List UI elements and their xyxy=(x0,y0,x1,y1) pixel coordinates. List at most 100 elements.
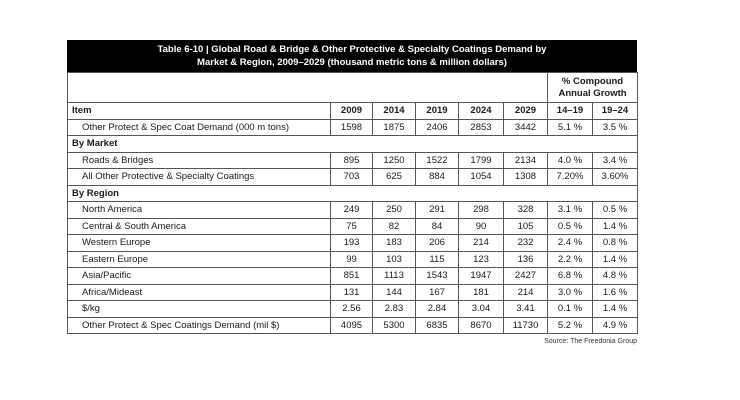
row-value: 1113 xyxy=(372,267,416,285)
row-value: 5.2 % xyxy=(547,316,593,334)
row-value: 3.41 xyxy=(503,300,548,318)
row-value: 4.0 % xyxy=(547,151,593,169)
row-value: 625 xyxy=(372,168,416,186)
table-body: Other Protect & Spec Coat Demand (000 m … xyxy=(66,118,639,334)
row-value: 214 xyxy=(458,234,504,252)
row-value: 1947 xyxy=(458,267,504,285)
row-value: 4.8 % xyxy=(591,267,639,285)
row-label: Other Protect & Spec Coatings Demand (mi… xyxy=(67,316,331,334)
table-title-line2: Market & Region, 2009–2029 (thousand met… xyxy=(197,57,507,68)
row-value: 703 xyxy=(330,168,373,186)
row-value: 232 xyxy=(503,234,548,252)
row-value: 1.6 % xyxy=(591,283,639,301)
row-label: Africa/Mideast xyxy=(67,283,331,301)
row-value: 6835 xyxy=(415,316,459,334)
table-row: Eastern Europe 99 103 115 123 136 2.2 % 1.4 % xyxy=(67,250,639,268)
row-value: 1543 xyxy=(415,267,459,285)
row-label: Asia/Pacific xyxy=(67,267,331,285)
row-value: 3.60% xyxy=(591,168,639,186)
row-value: 123 xyxy=(458,250,504,268)
row-value: 84 xyxy=(415,217,459,235)
table-row: All Other Protective & Specialty Coating… xyxy=(67,168,639,186)
row-value: 2.84 xyxy=(415,300,459,318)
col-header-2009: 2009 xyxy=(330,102,373,120)
row-value: 105 xyxy=(503,217,548,235)
row-value: 206 xyxy=(415,234,459,252)
coatings-demand-table: % Compound Annual Growth Item 2009 2014 … xyxy=(66,72,639,334)
row-value: 5.1 % xyxy=(547,118,593,136)
row-value: 2853 xyxy=(458,118,504,136)
col-header-2024: 2024 xyxy=(458,102,504,120)
row-value: 2427 xyxy=(503,267,548,285)
col-header-growth-19-24: 19–24 xyxy=(591,102,639,120)
header-row-cagr: % Compound Annual Growth xyxy=(67,72,639,103)
row-value: 298 xyxy=(458,201,504,219)
section-label: By Market xyxy=(66,135,639,153)
table-row: Roads & Bridges 895 1250 1522 1799 2134 4.0 % 3… xyxy=(67,151,639,169)
row-value: 8670 xyxy=(458,316,504,334)
row-value: 1799 xyxy=(458,151,504,169)
row-value: 2.83 xyxy=(372,300,416,318)
row-value: 1308 xyxy=(503,168,548,186)
row-value: 7.20% xyxy=(547,168,593,186)
row-value: 99 xyxy=(330,250,373,268)
table-row: Other Protect & Spec Coatings Demand (mi… xyxy=(67,316,639,334)
row-value: 1.4 % xyxy=(591,300,639,318)
row-value: 5300 xyxy=(372,316,416,334)
row-value: 1.4 % xyxy=(591,250,639,268)
source-note: Source: The Freedonia Group xyxy=(544,338,637,345)
row-value: 82 xyxy=(372,217,416,235)
row-label: Central & South America xyxy=(67,217,331,235)
row-value: 2.2 % xyxy=(547,250,593,268)
row-value: 0.5 % xyxy=(591,201,639,219)
row-label: Roads & Bridges xyxy=(67,151,331,169)
table-row: Africa/Mideast 131 144 167 181 214 3.0 % 1.6 % xyxy=(67,283,639,301)
row-value: 3.4 % xyxy=(591,151,639,169)
row-value: 193 xyxy=(330,234,373,252)
row-value: 90 xyxy=(458,217,504,235)
row-value: 181 xyxy=(458,283,504,301)
row-value: 1598 xyxy=(330,118,373,136)
col-header-growth-14-19: 14–19 xyxy=(547,102,593,120)
row-value: 4095 xyxy=(330,316,373,334)
row-value: 11730 xyxy=(503,316,548,334)
row-value: 0.5 % xyxy=(547,217,593,235)
row-value: 3.1 % xyxy=(547,201,593,219)
table-title-line1: Table 6-10 | Global Road & Bridge & Othe… xyxy=(157,44,547,55)
row-value: 328 xyxy=(503,201,548,219)
row-value: 851 xyxy=(330,267,373,285)
row-value: 144 xyxy=(372,283,416,301)
table-row: Western Europe 193 183 206 214 232 2.4 % 0.8 % xyxy=(67,234,639,252)
row-value: 103 xyxy=(372,250,416,268)
row-value: 1250 xyxy=(372,151,416,169)
row-value: 2.56 xyxy=(330,300,373,318)
table-title: Table 6-10 | Global Road & Bridge & Othe… xyxy=(67,40,637,72)
row-value: 291 xyxy=(415,201,459,219)
row-value: 115 xyxy=(415,250,459,268)
row-value: 136 xyxy=(503,250,548,268)
row-value: 0.1 % xyxy=(547,300,593,318)
row-label: $/kg xyxy=(67,300,331,318)
row-value: 1875 xyxy=(372,118,416,136)
row-value: 2.4 % xyxy=(547,234,593,252)
section-row: By Market xyxy=(66,135,639,153)
row-value: 1054 xyxy=(458,168,504,186)
row-value: 3.5 % xyxy=(591,118,639,136)
row-value: 0.8 % xyxy=(591,234,639,252)
row-value: 1.4 % xyxy=(591,217,639,235)
row-label: Western Europe xyxy=(67,234,331,252)
table-row: North America 249 250 291 298 328 3.1 % 0.5 % xyxy=(67,201,639,219)
row-value: 249 xyxy=(330,201,373,219)
cagr-header: % Compound Annual Growth xyxy=(546,72,639,103)
section-label: By Region xyxy=(66,184,639,202)
data-table-container: Table 6-10 | Global Road & Bridge & Othe… xyxy=(66,40,639,345)
section-row: By Region xyxy=(66,184,639,202)
row-value: 75 xyxy=(330,217,373,235)
row-value: 250 xyxy=(372,201,416,219)
row-label: All Other Protective & Specialty Coating… xyxy=(67,168,331,186)
row-value: 183 xyxy=(372,234,416,252)
row-value: 4.9 % xyxy=(591,316,639,334)
table-row: $/kg 2.56 2.83 2.84 3.04 3.41 0.1 % 1.4 % xyxy=(67,300,639,318)
row-label: Other Protect & Spec Coat Demand (000 m … xyxy=(67,118,331,136)
row-value: 1522 xyxy=(415,151,459,169)
